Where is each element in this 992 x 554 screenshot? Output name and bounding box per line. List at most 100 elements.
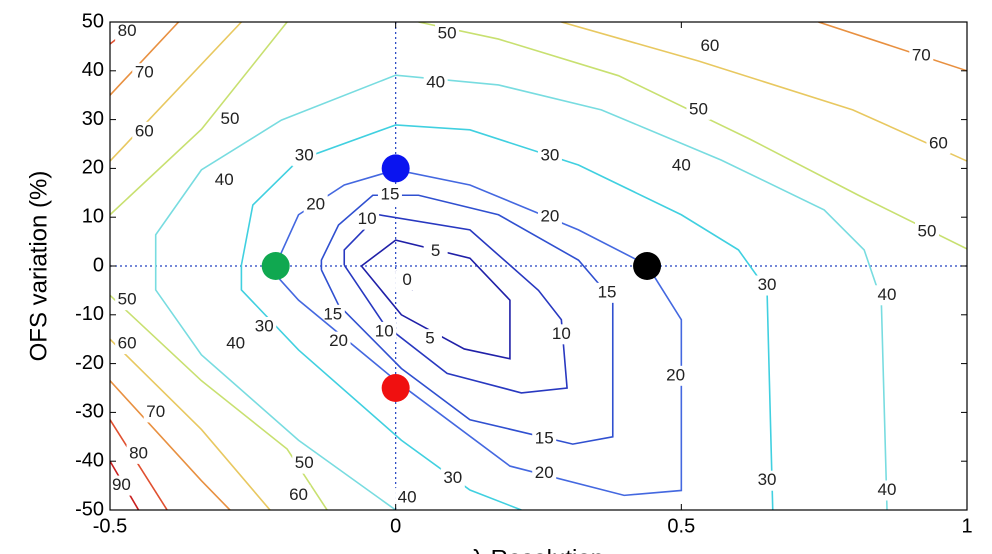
contour-label-bg [212,170,237,191]
contour-label: 40 [215,170,234,189]
contour-label: 15 [535,429,554,448]
contour-label: 5 [425,329,434,348]
contour-label-bg [377,185,402,206]
contour-label-bg [875,285,900,306]
y-tick-label: 0 [93,254,104,276]
contour-label: 70 [146,402,165,421]
contour-label: 50 [295,453,314,472]
contour-label-bg [110,475,134,496]
contour-label-bg [532,429,557,450]
contour-label: 70 [135,63,154,82]
x-tick-label: 1 [961,515,972,537]
contour-label: 30 [295,146,314,165]
contour-label: 10 [552,324,571,343]
contour-label-bg [423,73,448,93]
contour-label: 30 [443,468,462,487]
contour-label-bg [755,470,780,491]
y-tick-label: -40 [75,449,104,471]
contour-label: 50 [221,109,240,128]
contour-label-bg [115,22,140,42]
contour-label: 20 [306,194,325,213]
contour-label: 30 [255,316,274,335]
contour-label-bg [663,365,688,386]
contour-line [154,74,888,510]
contour-label-bg [417,329,442,350]
marker-point [633,252,662,280]
contour-label: 15 [323,304,342,323]
contour-label: 10 [375,321,394,340]
contour-label: 60 [929,133,948,152]
contour-label-bg [755,275,780,296]
contour-label: 50 [118,290,137,309]
contour-label: 20 [329,331,348,350]
contour-label: 50 [438,24,457,43]
contour-line [561,22,967,162]
y-tick-label: -10 [75,303,104,325]
contour-label-bg [292,453,317,474]
contour-line [110,22,180,96]
y-axis-label: OFS variation (%) [25,171,52,362]
contour-line [110,294,328,510]
contour-label-bg [303,195,328,215]
contour-line [110,338,271,510]
contour-label-bg [926,134,951,154]
contour-label-bg [395,270,420,291]
contour-label-bg [875,480,900,501]
x-tick-label: 0 [390,515,401,537]
contour-label-bg [440,468,465,489]
contour-line [320,194,614,445]
contour-label-bg [669,155,694,176]
contour-label: 15 [598,282,617,301]
x-tick-label: 0.5 [667,515,695,537]
contour-label-bg [537,146,562,167]
contour-label-bg [532,463,557,484]
marker-point [261,252,290,280]
contour-label-bg [697,36,722,57]
contour-label: 40 [398,487,417,506]
contour-label: 40 [878,480,897,499]
contour-label-bg [252,317,277,337]
contour-label: 20 [666,365,685,384]
contour-label: 60 [289,485,308,504]
marker-point [381,374,410,402]
x-axis-label: λ Resolution [472,545,604,554]
contour-label-bg [435,24,460,45]
contour-label: 30 [758,470,777,489]
contour-line [110,22,242,162]
contour-label: 30 [540,146,559,165]
contour-label: 40 [426,72,445,91]
contour-label-bg [686,99,711,120]
contour-line [110,22,288,216]
marker-point [381,154,410,183]
contour-label-bg [223,334,248,355]
contour-label-bg [537,207,562,228]
contour-label: 10 [358,209,377,228]
y-tick-label: 20 [82,157,104,179]
contour-label: 60 [700,36,719,55]
y-tick-label: -20 [75,352,104,374]
contour-label-bg [132,121,157,142]
contour-label-bg [115,334,140,355]
contour-label: 20 [540,207,559,226]
y-tick-label: 30 [82,108,104,130]
contour-label: 5 [431,241,440,260]
contour-label: 20 [535,463,554,482]
contour-label: 80 [118,21,137,40]
contour-line [818,22,967,72]
contour-label: 15 [380,185,399,204]
y-tick-label: -50 [75,498,104,520]
contour-label: 50 [918,221,937,240]
y-tick-label: 50 [82,10,104,32]
contour-label-bg [292,146,317,167]
contour-label: 30 [758,275,777,294]
y-tick-label: 10 [82,205,104,227]
contour-label-bg [326,331,351,352]
contour-label: 70 [912,46,931,65]
contour-label-bg [355,209,380,230]
contour-label: 90 [112,475,131,494]
contour-label-bg [915,221,940,242]
contour-label: 40 [672,155,691,174]
